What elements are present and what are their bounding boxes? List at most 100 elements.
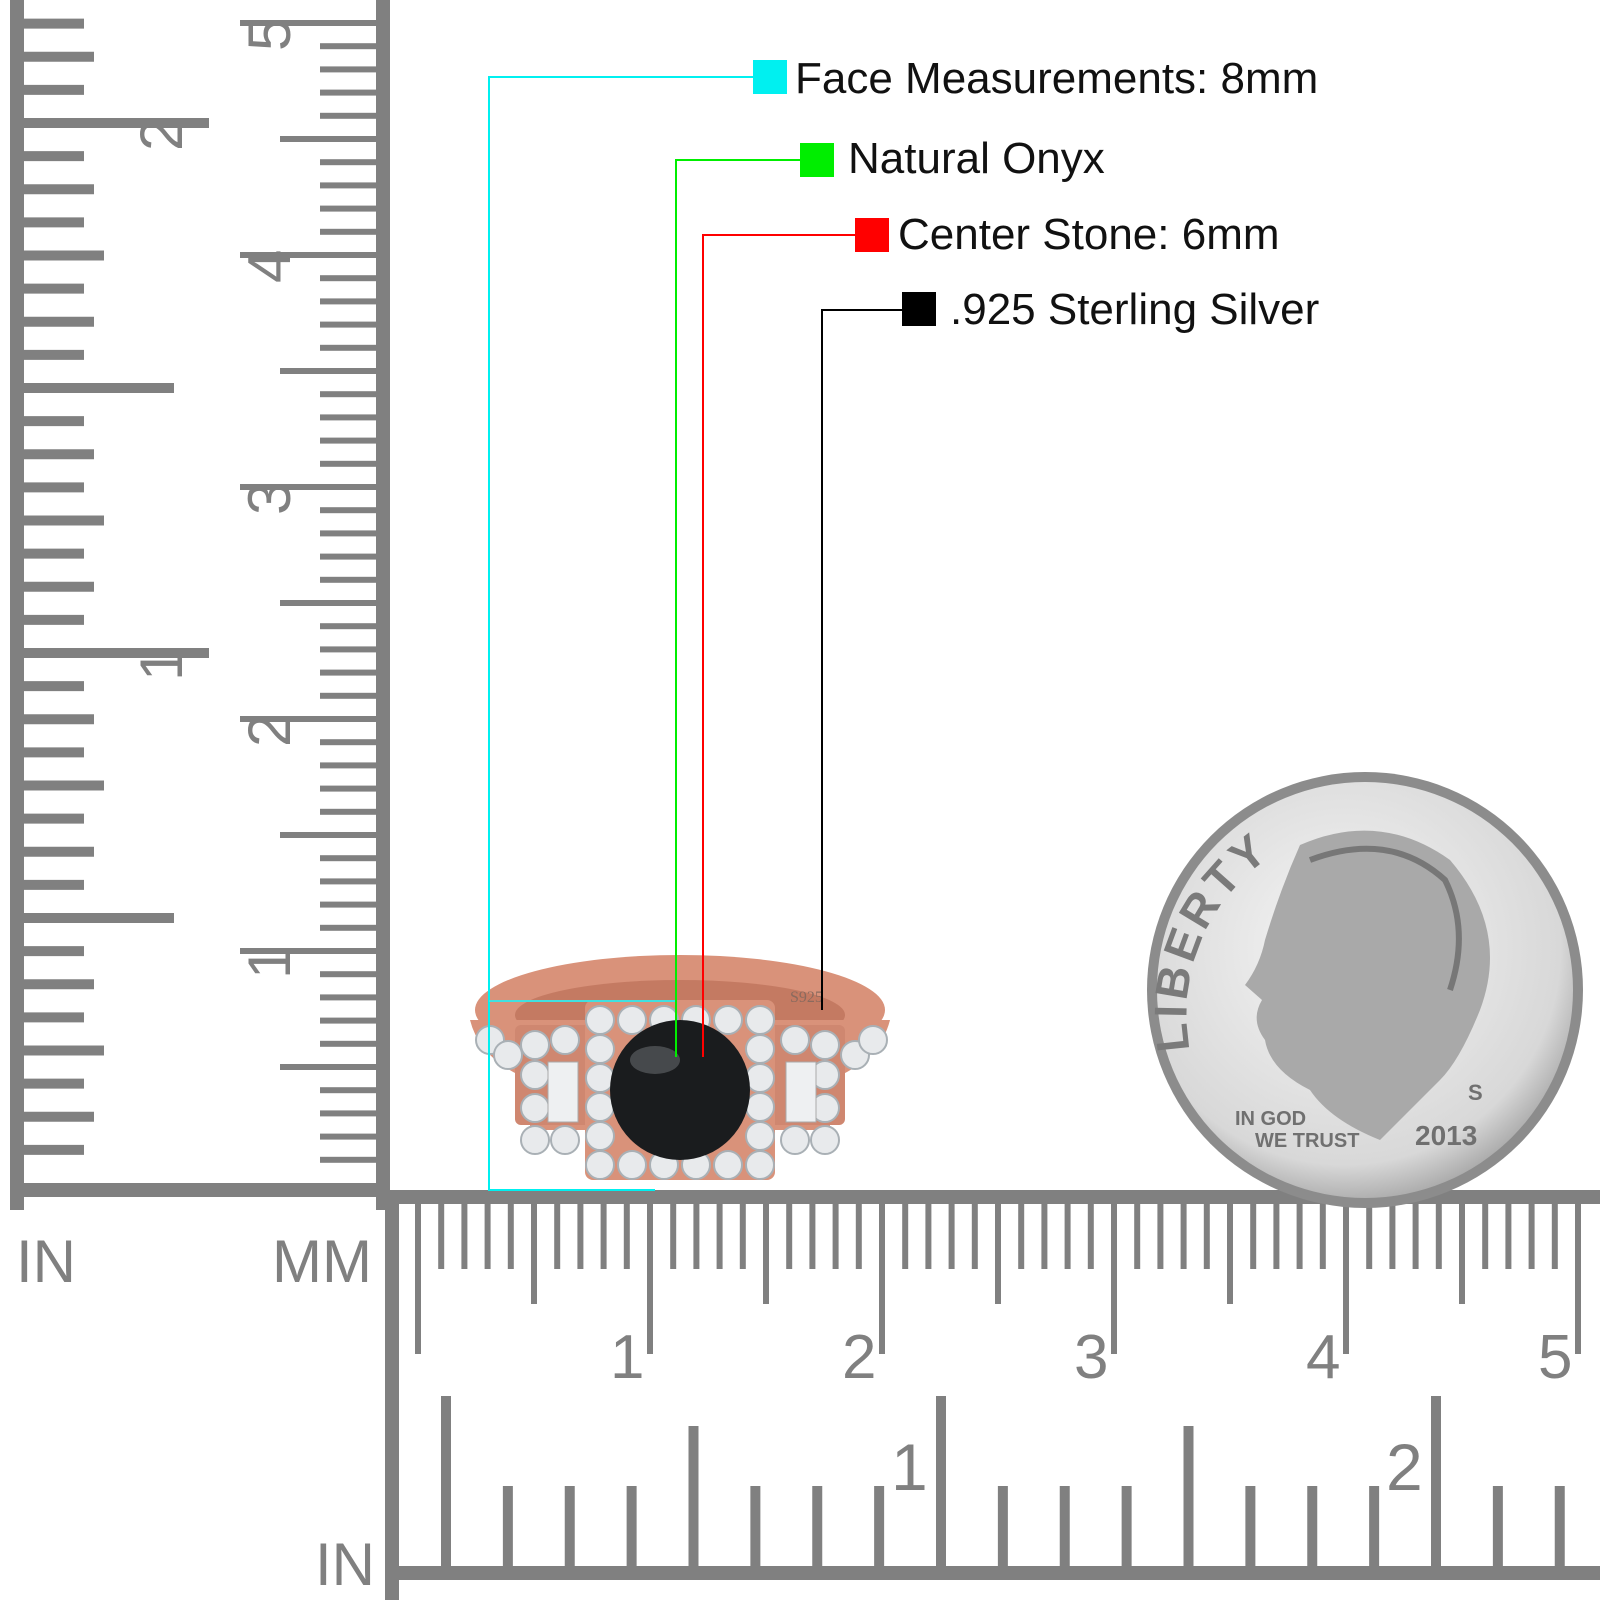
inch-tick — [24, 283, 84, 294]
inch-tick — [24, 813, 84, 824]
mm-tick — [902, 1204, 909, 1269]
mm-tick — [1041, 1204, 1048, 1269]
inch-tick — [24, 747, 84, 758]
diamond-stone — [585, 1063, 615, 1093]
diamond-stone — [550, 1025, 580, 1055]
mm-tick — [320, 460, 380, 467]
inch-tick — [24, 548, 84, 559]
inch-tick — [24, 316, 94, 327]
ruler-edge — [10, 0, 24, 1210]
inch-tick — [24, 250, 104, 261]
face-measurement-swatch — [753, 60, 787, 94]
mm-tick — [320, 901, 380, 908]
inch-tick — [24, 581, 94, 592]
mm-tick — [739, 1204, 746, 1269]
mm-tick — [320, 924, 380, 931]
mm-tick — [320, 344, 380, 351]
mm-tick — [670, 1204, 677, 1269]
mm-tick — [647, 1204, 653, 1354]
inch-tick-label: 2 — [1386, 1430, 1423, 1504]
diamond-stone — [493, 1040, 523, 1070]
diamond-stone — [745, 1092, 775, 1122]
inch-tick — [24, 614, 84, 625]
mm-tick — [855, 1204, 862, 1269]
diamond-stone — [585, 1150, 615, 1180]
inch-tick-label: 1 — [128, 648, 195, 681]
mm-tick — [925, 1204, 932, 1269]
mm-tick — [320, 623, 380, 630]
inch-tick — [24, 515, 104, 526]
mm-tick-label: 1 — [610, 1323, 644, 1392]
diamond-stone — [780, 1025, 810, 1055]
mm-tick — [320, 530, 380, 537]
mm-tick — [1505, 1204, 1512, 1269]
mm-tick-label: 1 — [236, 946, 303, 979]
mm-tick-label: 5 — [1538, 1323, 1572, 1392]
sterling-silver-label: .925 Sterling Silver — [950, 285, 1320, 334]
inch-tick — [24, 714, 94, 725]
inch-tick — [24, 846, 94, 857]
mm-tick — [320, 298, 380, 305]
ruler-edge — [10, 1183, 390, 1197]
center-stone-label: Center Stone: 6mm — [898, 210, 1280, 259]
natural-onyx-label: Natural Onyx — [848, 134, 1105, 183]
mm-tick — [320, 437, 380, 444]
diamond-stone — [745, 1121, 775, 1151]
mm-tick — [320, 553, 380, 560]
mm-tick — [1111, 1204, 1117, 1354]
inch-tick — [1307, 1486, 1318, 1566]
inch-tick — [24, 349, 84, 360]
mm-tick — [415, 1204, 421, 1354]
diamond-stone — [858, 1025, 888, 1055]
inch-tick — [24, 84, 84, 95]
mm-tick — [1018, 1204, 1025, 1269]
ruler-edge — [385, 1190, 399, 1600]
mm-tick — [971, 1204, 978, 1269]
inch-tick-label: 2 — [128, 118, 195, 151]
coin-motto-1: IN GOD — [1235, 1108, 1306, 1130]
mm-tick — [320, 878, 380, 885]
mm-tick — [1528, 1204, 1535, 1269]
inch-tick — [24, 946, 84, 957]
mm-tick-label: 3 — [1074, 1323, 1108, 1392]
mm-tick — [623, 1204, 630, 1269]
diamond-stone — [713, 1005, 743, 1035]
mm-tick — [320, 89, 380, 96]
mm-tick — [716, 1204, 723, 1269]
mm-tick — [1435, 1204, 1442, 1269]
mm-tick — [693, 1204, 700, 1269]
mm-tick-label: 2 — [842, 1323, 876, 1392]
inch-tick — [812, 1486, 823, 1566]
inch-tick — [24, 18, 84, 29]
diamond-stone — [520, 1093, 550, 1123]
inch-tick — [502, 1486, 513, 1566]
mm-tick — [320, 1087, 380, 1094]
mm-tick — [320, 1110, 380, 1117]
mm-tick — [240, 948, 380, 954]
inch-tick — [1059, 1486, 1070, 1566]
diamond-stone — [810, 1125, 840, 1155]
inch-tick — [1369, 1486, 1380, 1566]
mm-tick — [320, 855, 380, 862]
mm-tick — [280, 136, 380, 142]
diamond-stone — [550, 1125, 580, 1155]
mm-tick — [320, 1156, 380, 1163]
diamond-stone — [780, 1125, 810, 1155]
mm-tick — [320, 391, 380, 398]
mm-tick — [1250, 1204, 1257, 1269]
inch-tick — [24, 383, 174, 393]
inch-tick — [1431, 1396, 1441, 1566]
mm-tick — [1157, 1204, 1164, 1269]
inch-tick — [24, 416, 84, 427]
mm-tick — [1134, 1204, 1141, 1269]
mm-tick — [1366, 1204, 1373, 1269]
mm-tick — [320, 321, 380, 328]
diamond-stone — [810, 1030, 840, 1060]
mm-tick — [1227, 1204, 1233, 1304]
mm-tick — [280, 1064, 380, 1070]
diamond-pave — [475, 1005, 888, 1180]
inch-tick — [936, 1396, 946, 1566]
diamond-stone — [585, 1005, 615, 1035]
mm-tick-label: 5 — [236, 18, 303, 51]
